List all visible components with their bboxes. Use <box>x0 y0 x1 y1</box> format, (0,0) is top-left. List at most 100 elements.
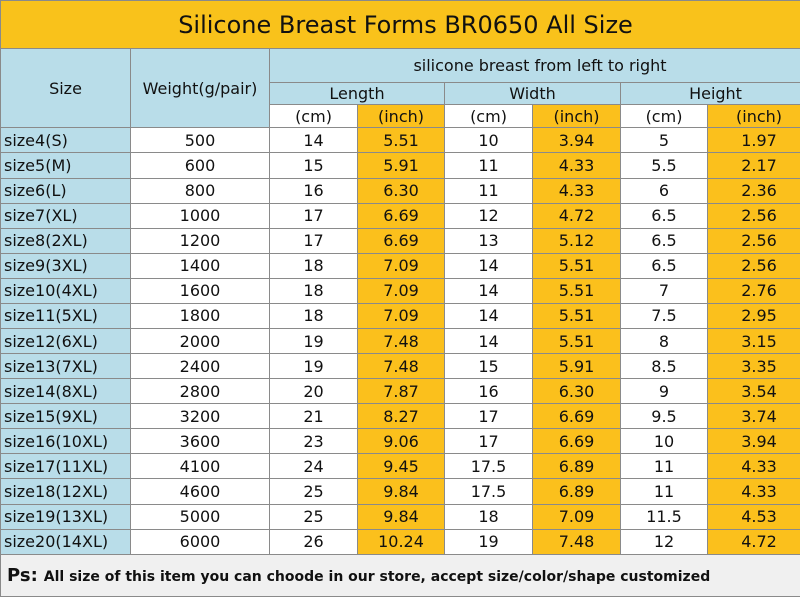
value-cell: 7 <box>620 277 708 304</box>
size-cell: size4(S) <box>0 127 131 154</box>
size-cell: size17(11XL) <box>0 453 131 480</box>
value-cell: 12 <box>620 528 708 555</box>
value-cell: 11 <box>444 177 533 204</box>
size-cell: size9(3XL) <box>0 252 131 279</box>
value-cell: 14 <box>444 302 533 330</box>
value-cell: 7.09 <box>357 277 445 304</box>
value-cell: 9 <box>620 378 708 405</box>
value-cell: 6.69 <box>532 403 621 430</box>
value-cell: 6.89 <box>532 453 621 480</box>
value-cell: 10 <box>444 127 533 154</box>
group-header: silicone breast from left to right <box>268 48 800 84</box>
value-cell: 6.30 <box>357 177 445 204</box>
table-row: size11(5XL) 1800 18 7.09 14 5.51 7.5 2.95 <box>0 302 800 330</box>
footer-label: Ps: <box>7 564 38 586</box>
unit-header: (cm) <box>269 104 358 129</box>
table-row: size12(6XL) 2000 19 7.48 14 5.51 8 3.15 <box>0 328 800 355</box>
value-cell: 11 <box>620 478 708 505</box>
value-cell: 1800 <box>130 302 270 330</box>
value-cell: 4.72 <box>706 528 800 555</box>
value-cell: 16 <box>269 177 358 204</box>
value-cell: 17 <box>444 428 533 455</box>
table-row: size10(4XL) 1600 18 7.09 14 5.51 7 2.76 <box>0 277 800 304</box>
value-cell: 3200 <box>130 403 270 430</box>
value-cell: 2.56 <box>706 252 800 279</box>
size-cell: size7(XL) <box>0 202 131 229</box>
value-cell: 18 <box>269 252 358 279</box>
value-cell: 14 <box>444 328 533 355</box>
value-cell: 17.5 <box>444 478 533 505</box>
value-cell: 5.51 <box>532 302 621 330</box>
value-cell: 4100 <box>130 453 270 480</box>
value-cell: 6.69 <box>532 428 621 455</box>
value-cell: 5.51 <box>532 328 621 355</box>
size-cell: size15(9XL) <box>0 403 131 430</box>
size-cell: size11(5XL) <box>0 302 131 330</box>
table-row: size16(10XL) 3600 23 9.06 17 6.69 10 3.94 <box>0 428 800 455</box>
value-cell: 8.27 <box>357 403 445 430</box>
value-cell: 18 <box>269 302 358 330</box>
value-cell: 6 <box>620 177 708 204</box>
value-cell: 2000 <box>130 328 270 355</box>
value-cell: 9.84 <box>357 503 445 530</box>
value-cell: 4.72 <box>532 202 621 229</box>
footer-text: All size of this item you can choode in … <box>43 568 711 585</box>
value-cell: 2.36 <box>706 177 800 204</box>
value-cell: 4.33 <box>532 152 621 179</box>
value-cell: 2.56 <box>706 202 800 229</box>
value-cell: 5.12 <box>532 227 621 254</box>
value-cell: 3.94 <box>532 127 621 154</box>
value-cell: 3.15 <box>706 328 800 355</box>
footer: Ps: All size of this item you can choode … <box>0 553 800 597</box>
value-cell: 1400 <box>130 252 270 279</box>
value-cell: 500 <box>130 127 270 154</box>
value-cell: 18 <box>444 503 533 530</box>
value-cell: 21 <box>269 403 358 430</box>
table-row: size5(M) 600 15 5.91 11 4.33 5.5 2.17 <box>0 152 800 179</box>
weight-header: Weight(g/pair) <box>130 48 270 129</box>
value-cell: 4600 <box>130 478 270 505</box>
value-cell: 6000 <box>130 528 270 555</box>
table-row: size9(3XL) 1400 18 7.09 14 5.51 6.5 2.56 <box>0 252 800 279</box>
value-cell: 17 <box>269 227 358 254</box>
size-cell: size14(8XL) <box>0 378 131 405</box>
value-cell: 4.33 <box>706 478 800 505</box>
value-cell: 24 <box>269 453 358 480</box>
size-cell: size19(13XL) <box>0 503 131 530</box>
value-cell: 9.5 <box>620 403 708 430</box>
value-cell: 1000 <box>130 202 270 229</box>
value-cell: 14 <box>444 252 533 279</box>
value-cell: 25 <box>269 478 358 505</box>
table-row: size6(L) 800 16 6.30 11 4.33 6 2.36 <box>0 177 800 204</box>
value-cell: 17 <box>269 202 358 229</box>
value-cell: 3600 <box>130 428 270 455</box>
value-cell: 5.91 <box>357 152 445 179</box>
table-row: size20(14XL) 6000 26 10.24 19 7.48 12 4.72 <box>0 528 800 555</box>
value-cell: 7.09 <box>532 503 621 530</box>
value-cell: 2.56 <box>706 227 800 254</box>
dimension-header: Length <box>269 82 445 106</box>
value-cell: 6.69 <box>357 227 445 254</box>
value-cell: 2.95 <box>706 302 800 330</box>
size-cell: size16(10XL) <box>0 428 131 455</box>
value-cell: 6.89 <box>532 478 621 505</box>
value-cell: 14 <box>269 127 358 154</box>
table-row: size4(S) 500 14 5.51 10 3.94 5 1.97 <box>0 127 800 154</box>
value-cell: 2400 <box>130 353 270 380</box>
value-cell: 12 <box>444 202 533 229</box>
table-row: size13(7XL) 2400 19 7.48 15 5.91 8.5 3.35 <box>0 353 800 380</box>
size-header: Size <box>0 48 131 129</box>
size-cell: size20(14XL) <box>0 528 131 555</box>
value-cell: 20 <box>269 378 358 405</box>
value-cell: 3.94 <box>706 428 800 455</box>
value-cell: 4.33 <box>532 177 621 204</box>
value-cell: 17 <box>444 403 533 430</box>
value-cell: 13 <box>444 227 533 254</box>
value-cell: 2.17 <box>706 152 800 179</box>
unit-header: (cm) <box>620 104 708 129</box>
size-cell: size12(6XL) <box>0 328 131 355</box>
size-cell: size18(12XL) <box>0 478 131 505</box>
dimension-header: Width <box>444 82 621 106</box>
